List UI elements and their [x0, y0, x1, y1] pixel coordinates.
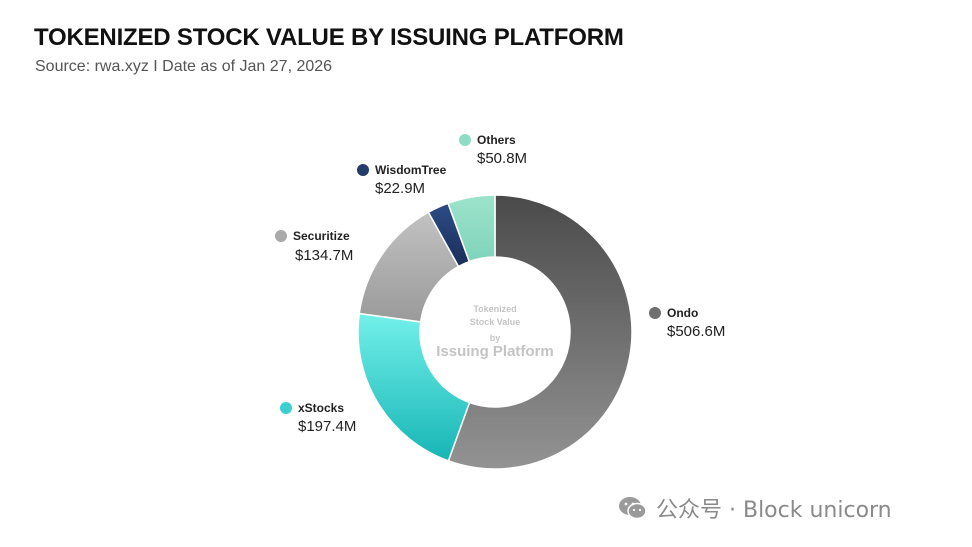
- legend-name-ondo: Ondo: [667, 306, 698, 320]
- legend-value-wisdomtree: $22.9M: [375, 180, 425, 197]
- legend-dot-xstocks: [280, 402, 292, 414]
- chart-subtitle: Source: rwa.xyz I Date as of Jan 27, 202…: [35, 58, 333, 75]
- slice-others: [447, 194, 496, 263]
- legend-dot-securitize: [275, 230, 287, 242]
- wechat-icon: [618, 495, 648, 521]
- chart-legend: Ondo $506.6M xStocks $197.4M Securitize $134.…: [275, 133, 725, 435]
- center-label-line2: Stock Value: [470, 317, 521, 327]
- donut-center-label: Tokenized Stock Value by Issuing Platfor…: [436, 304, 554, 360]
- legend-name-xstocks: xStocks: [298, 401, 344, 415]
- chart-title: TOKENIZED STOCK VALUE BY ISSUING PLATFOR…: [34, 24, 624, 51]
- watermark-text: 公众号 · Block unicorn: [656, 498, 892, 523]
- legend-value-others: $50.8M: [477, 150, 527, 167]
- legend-name-wisdomtree: WisdomTree: [375, 163, 447, 177]
- legend-name-others: Others: [477, 133, 516, 147]
- center-label-line1: Tokenized: [473, 304, 516, 314]
- slice-ondo: [447, 194, 633, 470]
- legend-dot-others: [459, 134, 471, 146]
- donut-slices: [357, 194, 633, 470]
- watermark: 公众号 · Block unicorn: [618, 492, 892, 524]
- legend-name-securitize: Securitize: [293, 229, 350, 243]
- center-label-line4: Issuing Platform: [436, 343, 554, 360]
- legend-value-securitize: $134.7M: [295, 247, 353, 264]
- legend-value-ondo: $506.6M: [667, 323, 725, 340]
- legend-dot-wisdomtree: [357, 164, 369, 176]
- slice-xstocks: [357, 312, 471, 462]
- legend-dot-ondo: [649, 307, 661, 319]
- center-label-line3: by: [490, 333, 501, 343]
- legend-value-xstocks: $197.4M: [298, 418, 356, 435]
